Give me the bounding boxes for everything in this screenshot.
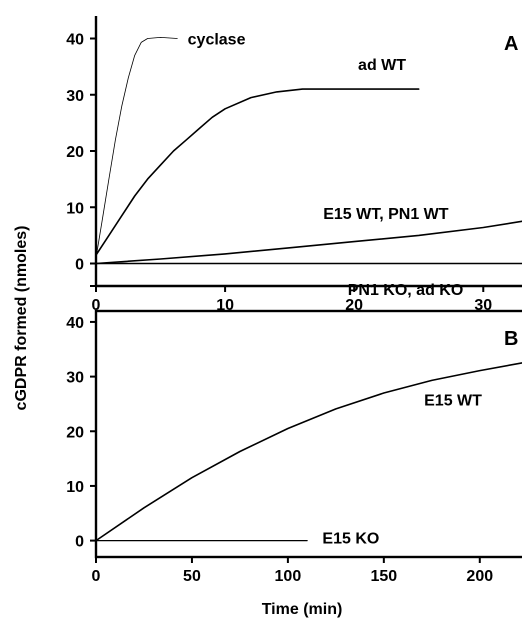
series-line-e15-wt-pn1-wt <box>95 220 522 265</box>
panel-label: B <box>504 328 518 350</box>
y-tick-label: 30 <box>66 370 84 387</box>
panel-label: A <box>504 33 518 55</box>
x-axis-label: Time (min) <box>262 601 343 618</box>
y-tick-label: 20 <box>66 144 84 161</box>
series-label-pn1-ko-ad-ko: PN1 KO, ad KO <box>348 282 464 299</box>
x-tick-label: 30 <box>474 297 492 314</box>
series-label-e15-ko: E15 KO <box>322 530 379 547</box>
x-tick-label: 50 <box>183 568 201 585</box>
x-tick-label: 10 <box>216 297 234 314</box>
plot-frame <box>94 309 522 559</box>
series-line-e15-wt <box>95 362 522 542</box>
series-label-cyclase: cyclase <box>188 32 246 49</box>
x-tick-label: 100 <box>275 568 302 585</box>
x-tick-label: 0 <box>92 568 101 585</box>
series-line-cyclase <box>95 37 178 259</box>
x-tick-label: 20 <box>345 297 363 314</box>
series-label-e15-wt-pn1-wt: E15 WT, PN1 WT <box>323 206 449 223</box>
y-tick-label: 10 <box>66 200 84 217</box>
y-tick-label: 20 <box>66 424 84 441</box>
x-tick-label: 0 <box>92 297 101 314</box>
series-label-e15-wt: E15 WT <box>424 393 482 410</box>
series-line-ad-wt <box>95 88 420 256</box>
y-tick-label: 40 <box>66 32 84 49</box>
panel-a: 0 10 20 30 40 0 10 20 30 cyclase ad WT E15 WT, PN1 … <box>66 16 522 314</box>
series-label-ad-wt: ad WT <box>358 57 406 74</box>
x-tick-label: 200 <box>466 568 493 585</box>
panel-b: 0 10 20 30 40 0 50 100 150 200 E15 WT E15 KO B <box>66 309 522 585</box>
y-tick-label: 0 <box>75 257 84 274</box>
y-tick-label: 0 <box>75 534 84 551</box>
x-tick-label: 150 <box>370 568 397 585</box>
y-tick-label: 40 <box>66 315 84 332</box>
y-tick-label: 30 <box>66 88 84 105</box>
y-tick-label: 10 <box>66 479 84 496</box>
y-axis-label: cGDPR formed (nmoles) <box>13 226 30 411</box>
